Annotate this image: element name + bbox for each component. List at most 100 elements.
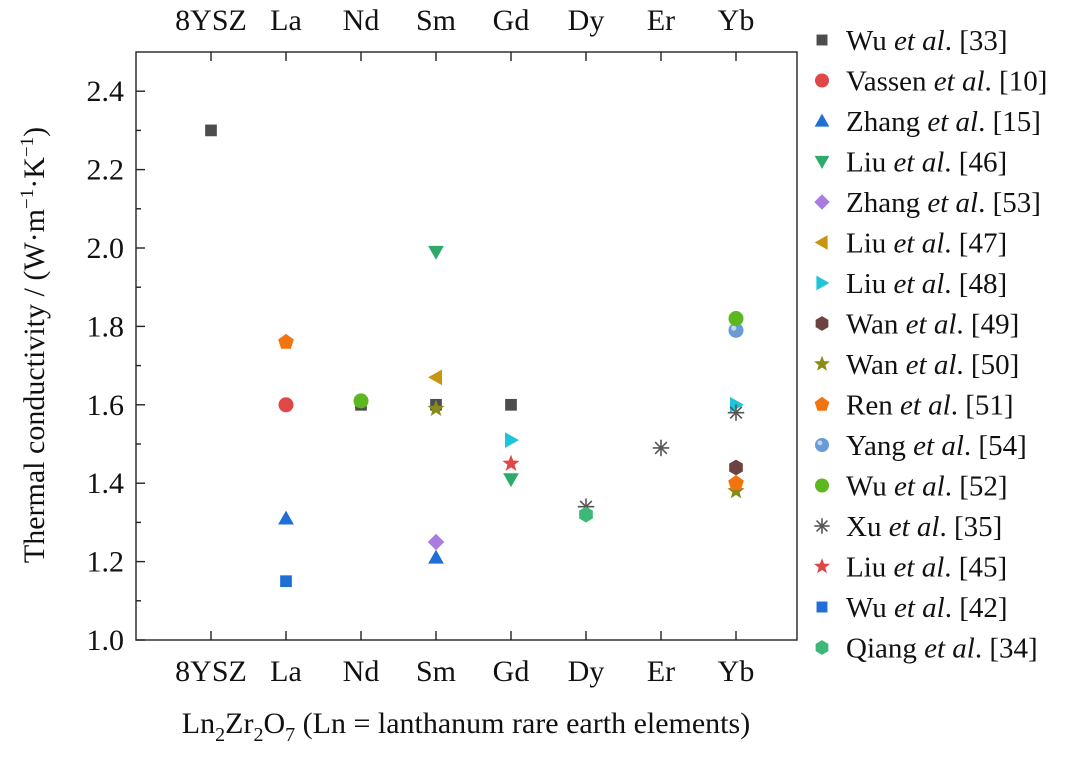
y-tick-label: 1.6 [87,389,125,422]
data-point [579,506,593,523]
legend-label: Liu et al. [48] [846,268,1007,300]
y-tick-label: 2.0 [87,232,125,265]
x-tick-label-top: La [270,4,302,37]
data-point [278,333,294,349]
data-point [428,245,444,260]
legend-label: Liu et al. [46] [846,147,1007,179]
legend-marker [814,113,830,127]
legend-marker [814,396,830,411]
legend-marker [814,194,830,210]
data-point [280,575,292,588]
data-point [353,393,369,409]
x-tick-label: Er [647,655,675,688]
data-point [427,399,445,416]
data-point [428,369,442,386]
legend-marker [816,34,828,46]
x-tick-label-top: Sm [416,4,456,37]
legend-label: Wan et al. [49] [846,309,1019,341]
y-tick-label: 2.4 [87,75,125,108]
legend-label: Wu et al. [52] [846,471,1008,503]
data-point [505,398,517,411]
x-axis-title: Ln2Zr2O7 (Ln = lanthanum rare earth elem… [182,707,750,746]
legend-item: Yang et al. [54] [815,430,1027,462]
x-tick-label-top: Er [647,4,675,37]
legend-item: Liu et al. [45] [814,552,1007,584]
y-tick-label: 1.8 [87,310,125,343]
data-point [505,432,519,448]
legend-marker [816,601,828,613]
legend-label: Xu et al. [35] [846,511,1002,543]
data-point [503,473,519,488]
legend-label: Zhang et al. [53] [846,187,1041,219]
legend-label: Vassen et al. [10] [846,66,1047,98]
legend-item: Wu et al. [52] [815,471,1008,503]
x-tick-label: Gd [493,655,530,688]
legend-item: Zhang et al. [53] [814,187,1041,219]
legend-label: Liu et al. [47] [846,228,1007,260]
data-point [278,397,294,413]
x-tick-label-top: Nd [343,4,380,37]
x-tick-label: Dy [568,655,605,688]
legend-label: Zhang et al. [15] [846,106,1041,138]
legend-label: Yang et al. [54] [846,430,1027,462]
legend-marker [815,73,829,88]
legend-label: Wu et al. [33] [846,25,1008,57]
legend-label: Wu et al. [42] [846,592,1008,624]
legend-marker [816,275,830,291]
legend-item: Wu et al. [33] [816,25,1008,57]
legend-item: Qiang et al. [34] [815,633,1038,665]
legend-marker [815,438,829,452]
legend-item: Ren et al. [51] [814,390,1014,422]
legend-label: Liu et al. [45] [846,552,1007,584]
data-marks [205,124,745,588]
data-point [652,439,670,457]
legend-item: Wu et al. [42] [816,592,1008,624]
data-point [728,474,744,490]
legend-marker [814,235,828,250]
legend-item: Liu et al. [48] [816,268,1007,300]
x-tick-label-top: Dy [568,4,605,37]
ticks: 8YSZ 8YSZ La La Nd Nd Sm Sm Gd Gd Dy Dy Er Er Yb Yb 1.0 1… [87,4,755,688]
x-tick-label-top: Yb [718,4,755,37]
legend-marker [815,316,829,331]
x-tick-label-top: Gd [493,4,530,37]
x-tick-label-top: 8YSZ [175,4,247,37]
legend-item: Xu et al. [35] [814,511,1002,543]
x-tick-label: Yb [718,655,755,688]
legend-item: Liu et al. [47] [814,228,1007,260]
legend-label: Qiang et al. [34] [846,633,1038,665]
legend-item: Wan et al. [49] [815,309,1019,341]
legend-label: Ren et al. [51] [846,390,1014,422]
data-point [728,311,744,327]
x-tick-label: La [270,655,302,688]
legend-label: Wan et al. [50] [846,349,1019,381]
legend-item: Zhang et al. [15] [814,106,1041,138]
legend-marker [814,558,830,574]
data-point [502,454,520,471]
y-tick-label: 1.0 [87,624,125,657]
legend-item: Wan et al. [50] [814,349,1019,381]
legend-item: Vassen et al. [10] [815,66,1047,98]
data-point [205,124,217,137]
legend-marker [815,640,829,655]
x-tick-label: Nd [343,655,380,688]
legend: Wu et al. [33] Vassen et al. [10] Zhang et… [814,25,1047,665]
x-tick-label: 8YSZ [175,655,247,688]
y-tick-label: 2.2 [87,154,125,187]
plot-frame [135,51,798,641]
legend-marker [814,155,830,169]
data-point [428,549,444,564]
legend-marker [814,355,830,371]
y-axis-title: Thermal conductivity / (W·m−1·K−1) [17,127,51,563]
x-tick-label: Sm [416,655,456,688]
legend-marker [814,518,830,534]
data-point [730,396,744,413]
legend-item: Liu et al. [46] [814,147,1007,179]
data-point [727,404,745,421]
legend-marker [815,478,829,493]
data-point [728,322,744,338]
data-point [727,482,745,499]
data-point [729,459,743,476]
data-point [278,510,294,525]
